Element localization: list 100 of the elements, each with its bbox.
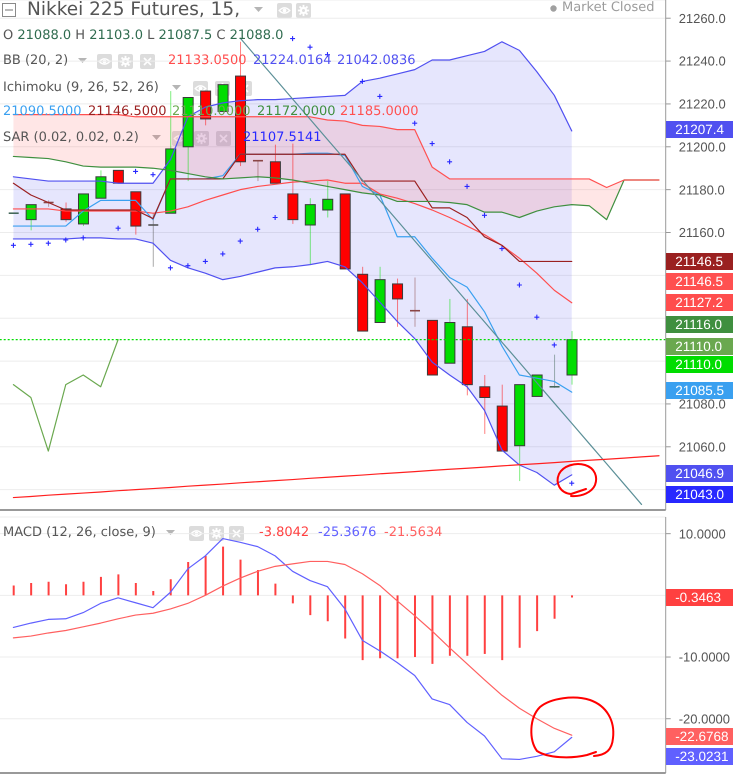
candlestick [112, 170, 124, 184]
point [28, 241, 34, 248]
point [551, 342, 558, 348]
point [167, 264, 174, 271]
point [220, 250, 226, 257]
annotation: -3.8042 [259, 525, 310, 541]
point [412, 120, 418, 126]
bar [484, 595, 486, 654]
bar [344, 595, 346, 639]
point [376, 93, 383, 100]
point [115, 225, 122, 232]
annotation: 21110.0000 [172, 104, 251, 120]
bar [292, 595, 294, 604]
bar [448, 595, 451, 656]
point [464, 183, 470, 190]
point [568, 480, 575, 486]
bar [222, 546, 224, 596]
annotation: 21185.0000 [340, 104, 419, 120]
bar [274, 584, 276, 596]
bar [12, 585, 15, 596]
bar [152, 591, 154, 596]
annotation: 21146.5000 [88, 104, 167, 120]
bar [362, 595, 364, 660]
y-tick-label: 10.0000 [678, 526, 726, 542]
bar [501, 595, 504, 660]
point [290, 36, 296, 42]
bar [48, 582, 50, 596]
bar [187, 562, 190, 596]
y-tick-label: 21220.0 [678, 96, 726, 112]
annotation: -25.3676 [318, 525, 376, 541]
annotation: 21042.0836 [337, 53, 416, 69]
point [481, 212, 488, 218]
line-series [12, 339, 119, 452]
line-series [12, 455, 660, 498]
bar [518, 595, 521, 648]
bar [256, 570, 259, 596]
text: 21207.4 [666, 120, 734, 138]
annotation: SAR (0.02, 0.02, 0.2) [3, 130, 139, 146]
point [272, 214, 278, 221]
bar [30, 583, 32, 596]
annotation: -21.5634 [384, 525, 442, 541]
point [80, 234, 86, 241]
text: 21046.9 [666, 464, 734, 482]
text: O 21088.0 H 21103.0 L 21087.5 C 21088.0 [3, 28, 284, 44]
bar [204, 556, 207, 596]
annotation: Ichimoku (9, 26, 52, 26) [3, 80, 159, 96]
y-tick-label: -20.0000 [678, 711, 730, 726]
text: -22.6768 [666, 728, 734, 745]
bar [554, 595, 556, 619]
bar [65, 584, 68, 596]
point [132, 168, 139, 174]
annotation: Market Closed [562, 0, 654, 16]
bar [396, 595, 399, 658]
bar [536, 595, 538, 632]
text: -0.3463 [666, 588, 734, 606]
chart-title: Nikkei 225 Futures, 15, [27, 0, 240, 22]
bar [414, 595, 416, 658]
point [184, 262, 191, 269]
point [10, 242, 16, 248]
point [359, 78, 366, 84]
point [237, 238, 244, 244]
ref-line-label: 21110.0 [666, 356, 734, 372]
y-tick-label: 21060.0 [678, 439, 726, 454]
bar [134, 583, 137, 596]
y-tick-label: -10.0000 [678, 650, 730, 665]
y-tick-label: 21080.0 [678, 396, 726, 412]
line-series [12, 154, 572, 262]
point [498, 246, 505, 252]
point [306, 44, 314, 50]
bar [82, 582, 84, 596]
text: 21043.0 [666, 486, 734, 502]
point [254, 226, 261, 232]
bar [117, 574, 120, 596]
point [516, 282, 522, 288]
point [45, 240, 52, 246]
point [429, 140, 436, 147]
text: -23.0231 [666, 748, 734, 764]
bar [326, 595, 329, 622]
point [534, 314, 540, 320]
point [62, 236, 69, 244]
point [446, 158, 453, 165]
point [202, 258, 208, 264]
bar [466, 595, 468, 656]
text: 21110.0 [666, 338, 734, 354]
bar [431, 595, 434, 664]
text: 21146.5 [666, 252, 734, 270]
line-series [12, 560, 572, 736]
y-tick-label: 21180.0 [678, 182, 725, 198]
bar [100, 576, 102, 596]
y-tick-label: 21200.0 [678, 139, 726, 154]
y-tick-label: 21160.0 [678, 225, 725, 240]
text: 21116.0 [666, 316, 734, 332]
y-tick-label: 21260.0 [678, 10, 726, 26]
text: 21146.5 [666, 272, 734, 290]
annotation: BB (20, 2) [3, 53, 68, 69]
text: 21127.2 [666, 294, 734, 310]
text: 21085.5 [666, 382, 734, 398]
point [150, 172, 156, 178]
line-series [12, 237, 572, 486]
bar [240, 560, 242, 596]
